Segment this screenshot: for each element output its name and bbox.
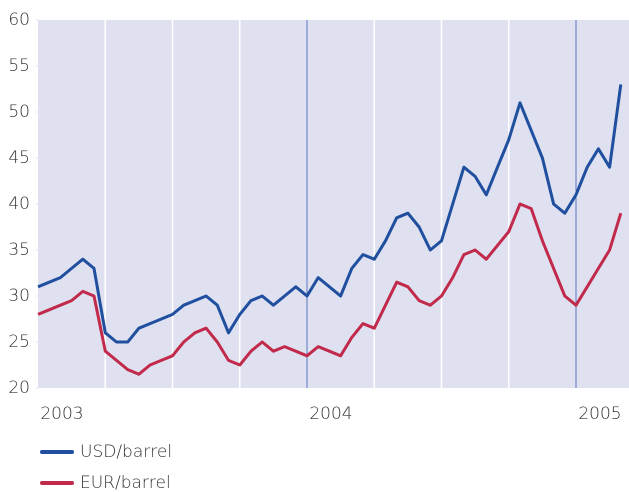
plot-background (38, 20, 629, 388)
y-tick-label: 55 (8, 56, 30, 76)
y-tick-label: 50 (8, 102, 30, 122)
series-line (37, 84, 623, 344)
x-tick-label: 2003 (40, 404, 83, 424)
y-tick-label: 45 (8, 148, 30, 168)
y-tick-label: 30 (8, 286, 30, 306)
y-tick-label: 40 (8, 194, 30, 214)
y-tick-label: 60 (8, 10, 30, 30)
x-tick-label: 2005 (578, 404, 621, 424)
legend-label: EUR/barrel (80, 473, 171, 492)
y-tick-label: 20 (8, 378, 30, 398)
x-tick-label: 2004 (309, 404, 352, 424)
legend-label: USD/barrel (80, 442, 172, 462)
y-tick-label: 25 (8, 332, 30, 352)
y-tick-label: 35 (8, 240, 30, 260)
series-line (37, 202, 623, 376)
